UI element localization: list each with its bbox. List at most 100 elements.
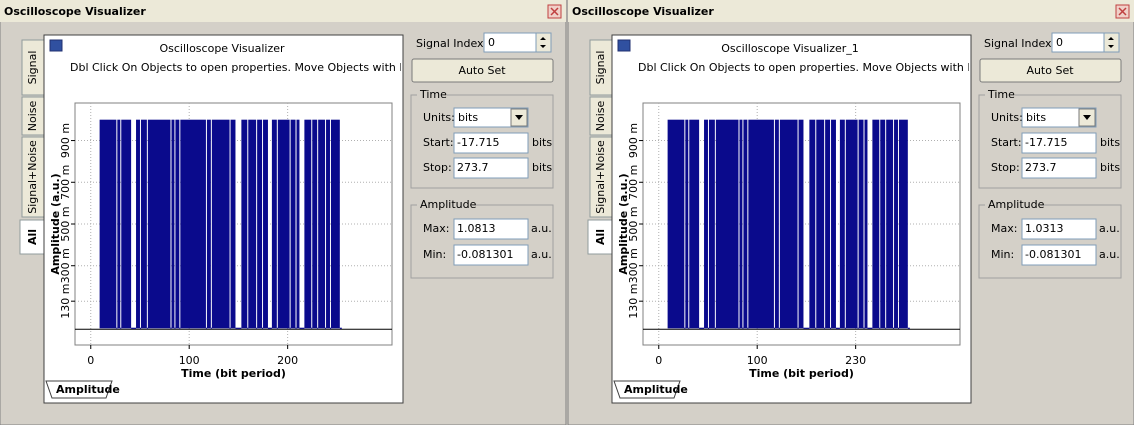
units-dropdown[interactable] — [453, 107, 529, 128]
signal-high — [330, 119, 340, 329]
window-title: Oscilloscope Visualizer — [4, 5, 146, 18]
stop-input[interactable] — [453, 157, 529, 179]
signal-high — [898, 119, 908, 329]
signal-high — [290, 119, 296, 329]
spinner[interactable] — [535, 32, 552, 53]
amplitude-group-title: Amplitude — [988, 198, 1045, 211]
plot-tab[interactable] — [45, 380, 113, 399]
start-unit: bits — [532, 136, 552, 149]
signal-high — [136, 119, 140, 329]
stop-input[interactable] — [1021, 157, 1097, 179]
x-tick-label: 230 — [845, 354, 866, 367]
y-tick-label: 130 m — [627, 284, 640, 319]
min-unit: a.u. — [1099, 248, 1120, 261]
signal-index-value: 0 — [1056, 36, 1063, 49]
signal-high — [271, 119, 277, 329]
x-tick-label: 0 — [87, 354, 94, 367]
signal-index-label: Signal Index: — [984, 37, 1055, 50]
title-bar — [568, 0, 1134, 22]
y-tick-label: 300 m — [627, 248, 640, 283]
chart-subtitle: Dbl Click On Objects to open properties.… — [638, 61, 1015, 74]
y-tick-label: 700 m — [627, 165, 640, 200]
signal-high — [277, 119, 290, 329]
min-value: -0.081301 — [1025, 248, 1081, 261]
stop-value: 273.7 — [1025, 161, 1057, 174]
time-group — [978, 94, 1122, 189]
signal-high — [230, 119, 236, 329]
signal-high — [689, 119, 700, 329]
start-unit: bits — [1100, 136, 1120, 149]
amplitude-group — [978, 204, 1122, 279]
min-label: Min: — [423, 248, 446, 261]
signal-high — [845, 119, 858, 329]
start-input[interactable] — [1021, 132, 1097, 154]
auto-set-button[interactable] — [411, 58, 554, 83]
side-tab[interactable] — [19, 219, 45, 255]
stop-unit: bits — [1100, 161, 1120, 174]
min-input[interactable] — [1021, 244, 1097, 266]
y-axis-label: Amplitude (a.u.) — [49, 173, 62, 274]
x-tick-label: 100 — [747, 354, 768, 367]
units-value: bits — [1026, 111, 1046, 124]
plot-tab[interactable] — [613, 380, 681, 399]
chart-subtitle: Dbl Click On Objects to open properties.… — [70, 61, 447, 74]
dropdown-arrow — [515, 115, 523, 120]
close-icon — [1118, 7, 1127, 16]
chart-icon — [49, 39, 63, 52]
signal-high — [894, 119, 898, 329]
group-title-bg — [985, 89, 1015, 101]
signal-high — [312, 119, 318, 329]
units-dropdown[interactable] — [1021, 107, 1097, 128]
signal-high — [858, 119, 864, 329]
min-input[interactable] — [453, 244, 529, 266]
start-input[interactable] — [453, 132, 529, 154]
x-axis-label: Time (bit period) — [181, 367, 286, 380]
signal-high — [839, 119, 845, 329]
signal-high — [257, 119, 263, 329]
units-label: Units: — [423, 111, 455, 124]
y-tick-label: 900 m — [59, 123, 72, 158]
signal-high — [743, 119, 748, 329]
side-tab-label: Signal — [26, 51, 39, 85]
max-label: Max: — [991, 222, 1017, 235]
units-label: Units: — [991, 111, 1023, 124]
start-value: -17.715 — [457, 136, 499, 149]
signal-high — [748, 119, 774, 329]
y-axis-label: Amplitude (a.u.) — [617, 173, 630, 274]
plot-tab-label: Amplitude — [56, 383, 120, 396]
signal-high — [241, 119, 248, 329]
signal-high — [779, 119, 798, 329]
min-unit: a.u. — [531, 248, 552, 261]
auto-set-button[interactable] — [979, 58, 1122, 83]
signal-high — [715, 119, 739, 329]
start-label: Start: — [991, 136, 1022, 149]
max-unit: a.u. — [531, 222, 552, 235]
side-tab[interactable] — [587, 219, 613, 255]
max-input[interactable] — [453, 218, 529, 240]
chart-title: Oscilloscope Visualizer_1 — [721, 42, 859, 55]
signal-high — [180, 119, 206, 329]
stop-label: Stop: — [423, 161, 452, 174]
chart-title: Oscilloscope Visualizer — [159, 42, 285, 55]
side-tab-label: All — [594, 229, 607, 245]
min-value: -0.081301 — [457, 248, 513, 261]
y-tick-label: 500 m — [59, 206, 72, 241]
signal-index-label: Signal Index: — [416, 37, 487, 50]
signal-high — [886, 119, 894, 329]
time-group — [410, 94, 554, 189]
spinner[interactable] — [1103, 32, 1120, 53]
y-tick-label: 700 m — [59, 165, 72, 200]
side-tab-label: Noise — [26, 101, 39, 132]
group-title-bg — [417, 199, 473, 211]
signal-high — [147, 119, 171, 329]
signal-high — [296, 119, 300, 329]
side-tab-label: Signal+Noise — [26, 140, 39, 214]
stop-label: Stop: — [991, 161, 1020, 174]
x-tick-label: 0 — [655, 354, 662, 367]
signal-high — [206, 119, 211, 329]
signal-high — [872, 119, 880, 329]
max-input[interactable] — [1021, 218, 1097, 240]
signal-high — [774, 119, 779, 329]
x-tick-label: 200 — [277, 354, 298, 367]
